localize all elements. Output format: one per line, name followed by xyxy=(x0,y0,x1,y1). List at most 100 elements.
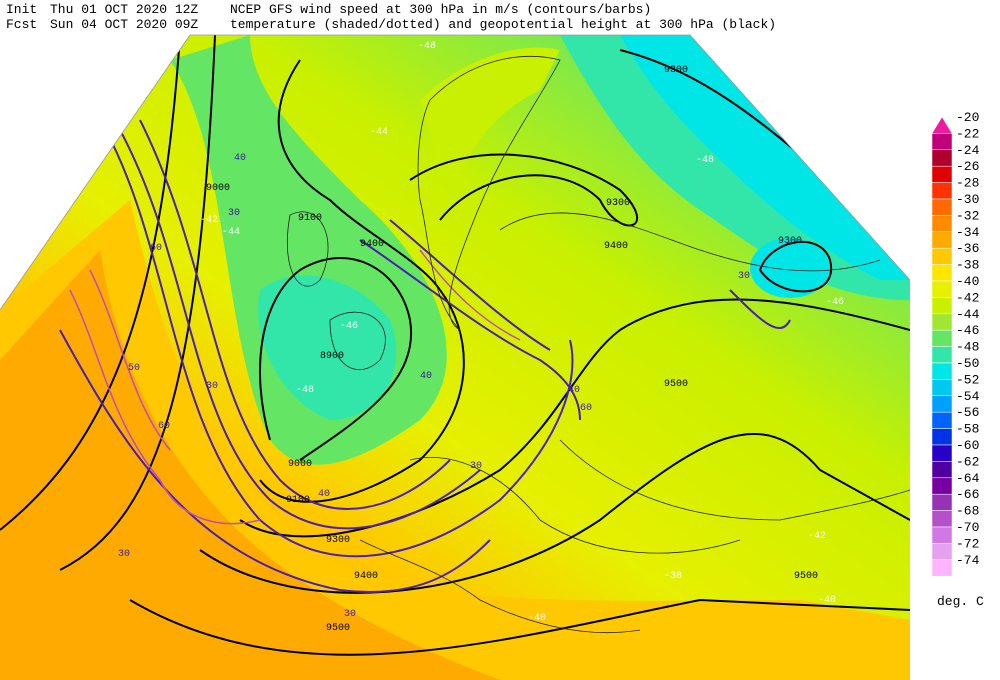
colorbar-label: -28 xyxy=(956,176,979,191)
colorbar-box xyxy=(931,231,953,249)
colorbar-box xyxy=(931,493,953,511)
colorbar-label: -22 xyxy=(956,126,979,141)
wind-label: 60 xyxy=(158,421,170,432)
colorbar-label: -70 xyxy=(956,520,979,535)
temperature-label: -48 xyxy=(696,155,714,166)
colorbar-label: -68 xyxy=(956,504,979,519)
fcst-label: Fcst xyxy=(6,17,37,32)
colorbar-box xyxy=(931,165,953,183)
height-label: 9300 xyxy=(778,236,802,247)
colorbar-label: -74 xyxy=(956,553,980,568)
colorbar-label: -24 xyxy=(956,143,980,158)
colorbar-arrow xyxy=(931,116,953,134)
colorbar-box xyxy=(931,461,953,479)
wind-label: 30 xyxy=(118,549,130,560)
colorbar-box xyxy=(931,346,953,364)
temperature-label: -42 xyxy=(808,531,826,542)
colorbar-label: -34 xyxy=(956,225,980,240)
colorbar-label: -32 xyxy=(956,208,979,223)
colorbar-box xyxy=(931,149,953,167)
height-label: 8900 xyxy=(320,351,344,362)
wind-label: 30 xyxy=(738,271,750,282)
colorbar-box xyxy=(931,280,953,298)
colorbar-label: -54 xyxy=(956,389,980,404)
colorbar-unit: deg. C xyxy=(937,594,984,609)
colorbar-box xyxy=(931,329,953,347)
colorbar-box xyxy=(931,411,953,429)
colorbar-label: -44 xyxy=(956,307,980,322)
wind-label: 60 xyxy=(150,243,162,254)
temperature-label: -44 xyxy=(370,127,388,138)
height-label: 9300 xyxy=(326,535,350,546)
colorbar-box xyxy=(931,198,953,216)
temperature-label: -46 xyxy=(826,297,844,308)
height-label: 9100 xyxy=(286,495,310,506)
colorbar-box xyxy=(931,133,953,151)
colorbar-box xyxy=(931,543,953,561)
init-time: Thu 01 OCT 2020 12Z xyxy=(50,2,198,17)
colorbar-label: -60 xyxy=(956,438,979,453)
colorbar-box xyxy=(931,297,953,315)
wind-label: 60 xyxy=(580,403,592,414)
height-label: 9500 xyxy=(326,623,350,634)
colorbar-box xyxy=(931,247,953,265)
fcst-time: Sun 04 OCT 2020 09Z xyxy=(50,17,198,32)
temperature-label: -48 xyxy=(418,41,436,52)
title-line1: NCEP GFS wind speed at 300 hPa in m/s (c… xyxy=(230,2,651,17)
temperature-label: -44 xyxy=(222,227,240,238)
colorbar-label: -50 xyxy=(956,356,979,371)
wind-label: 30 xyxy=(228,208,240,219)
height-label: 9400 xyxy=(354,571,378,582)
height-label: 9000 xyxy=(206,183,230,194)
temperature-label: -40 xyxy=(818,595,836,606)
height-label: 9000 xyxy=(288,459,312,470)
height-label: 9500 xyxy=(794,571,818,582)
colorbar-box xyxy=(931,379,953,397)
colorbar-box xyxy=(931,428,953,446)
temperature-label: -38 xyxy=(664,571,682,582)
colorbar-box xyxy=(931,395,953,413)
wind-label: 40 xyxy=(420,371,432,382)
height-label: 9300 xyxy=(664,65,688,76)
colorbar-label: -42 xyxy=(956,290,979,305)
colorbar-label: -26 xyxy=(956,159,979,174)
colorbar-label: -40 xyxy=(956,274,979,289)
temperature-label: -40 xyxy=(528,613,546,624)
colorbar-box xyxy=(931,526,953,544)
temperature-label: -46 xyxy=(340,321,358,332)
wind-label: 40 xyxy=(234,153,246,164)
height-label: 9500 xyxy=(664,379,688,390)
colorbar-label: -66 xyxy=(956,487,979,502)
colorbar-box xyxy=(931,182,953,200)
colorbar-label: -36 xyxy=(956,241,979,256)
wind-label: 30 xyxy=(470,461,482,472)
colorbar-label: -72 xyxy=(956,536,979,551)
header: Init Thu 01 OCT 2020 12Z NCEP GFS wind s… xyxy=(6,2,776,32)
wind-label: 40 xyxy=(568,385,580,396)
colorbar-box xyxy=(931,559,953,577)
init-label: Init xyxy=(6,2,37,17)
colorbar-box xyxy=(931,264,953,282)
wind-label: 50 xyxy=(128,363,140,374)
colorbar-label: -58 xyxy=(956,422,979,437)
colorbar-box xyxy=(931,477,953,495)
title-line2: temperature (shaded/dotted) and geopoten… xyxy=(230,17,776,32)
height-label: 9300 xyxy=(606,198,630,209)
colorbar-box xyxy=(931,444,953,462)
colorbar-label: -52 xyxy=(956,372,979,387)
colorbar-label: -30 xyxy=(956,192,979,207)
colorbar-label: -56 xyxy=(956,405,979,420)
colorbar-label: -62 xyxy=(956,454,979,469)
colorbar-box xyxy=(931,510,953,528)
colorbar-label: -64 xyxy=(956,471,980,486)
height-label: 9400 xyxy=(604,241,628,252)
colorbar-box xyxy=(931,362,953,380)
colorbar-box xyxy=(931,313,953,331)
temperature-label: -42 xyxy=(200,215,218,226)
colorbar-box xyxy=(931,215,953,233)
contour-labels: 9300 9000 9100 9300 9400 9300 9400 8900 … xyxy=(118,41,844,634)
temperature-label: -48 xyxy=(296,385,314,396)
height-label: 9400 xyxy=(360,239,384,250)
